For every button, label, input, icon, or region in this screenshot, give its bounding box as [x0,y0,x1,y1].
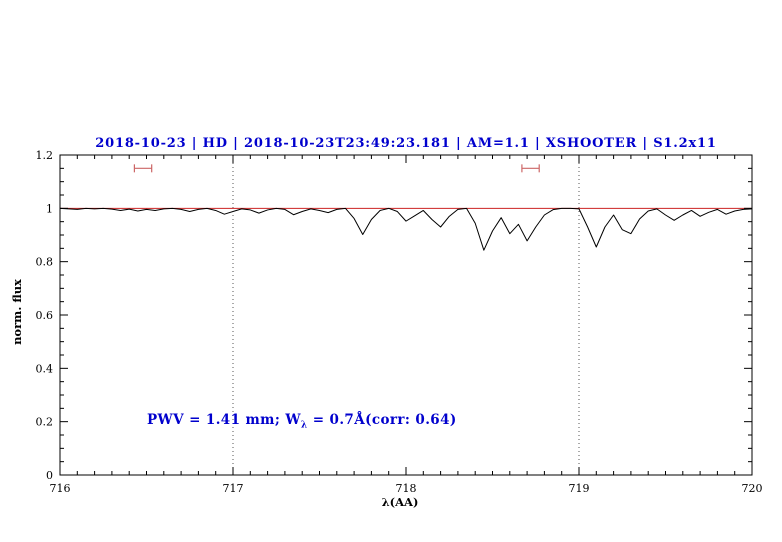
y-tick-label: 0.2 [36,416,54,429]
x-tick-label: 717 [223,482,244,495]
y-tick-label: 0.4 [36,362,54,375]
x-tick-label: 719 [569,482,590,495]
y-tick-label: 0 [46,469,53,482]
pwv-annotation-sub: λ [300,420,308,431]
y-tick-label: 1 [46,202,53,215]
x-tick-label: 716 [50,482,71,495]
pwv-annotation: PWV = 1.41 mm; Wλ = 0.7Å(corr: 0.64) [147,412,457,431]
y-tick-label: 1.2 [36,149,54,162]
y-axis-label: norm. flux [10,279,24,345]
y-tick-label: 0.6 [36,309,54,322]
y-tick-label: 0.8 [36,256,54,269]
pwv-annotation-pre: PWV = 1.41 mm; W [147,412,301,428]
pwv-annotation-post: = 0.7Å(corr: 0.64) [307,412,457,428]
x-tick-label: 720 [742,482,763,495]
x-tick-label: 718 [396,482,417,495]
plot-title: 2018-10-23 | HD | 2018-10-23T23:49:23.18… [95,136,717,151]
x-axis-label: λ(AA) [381,495,419,509]
spectrum-line [59,207,753,251]
